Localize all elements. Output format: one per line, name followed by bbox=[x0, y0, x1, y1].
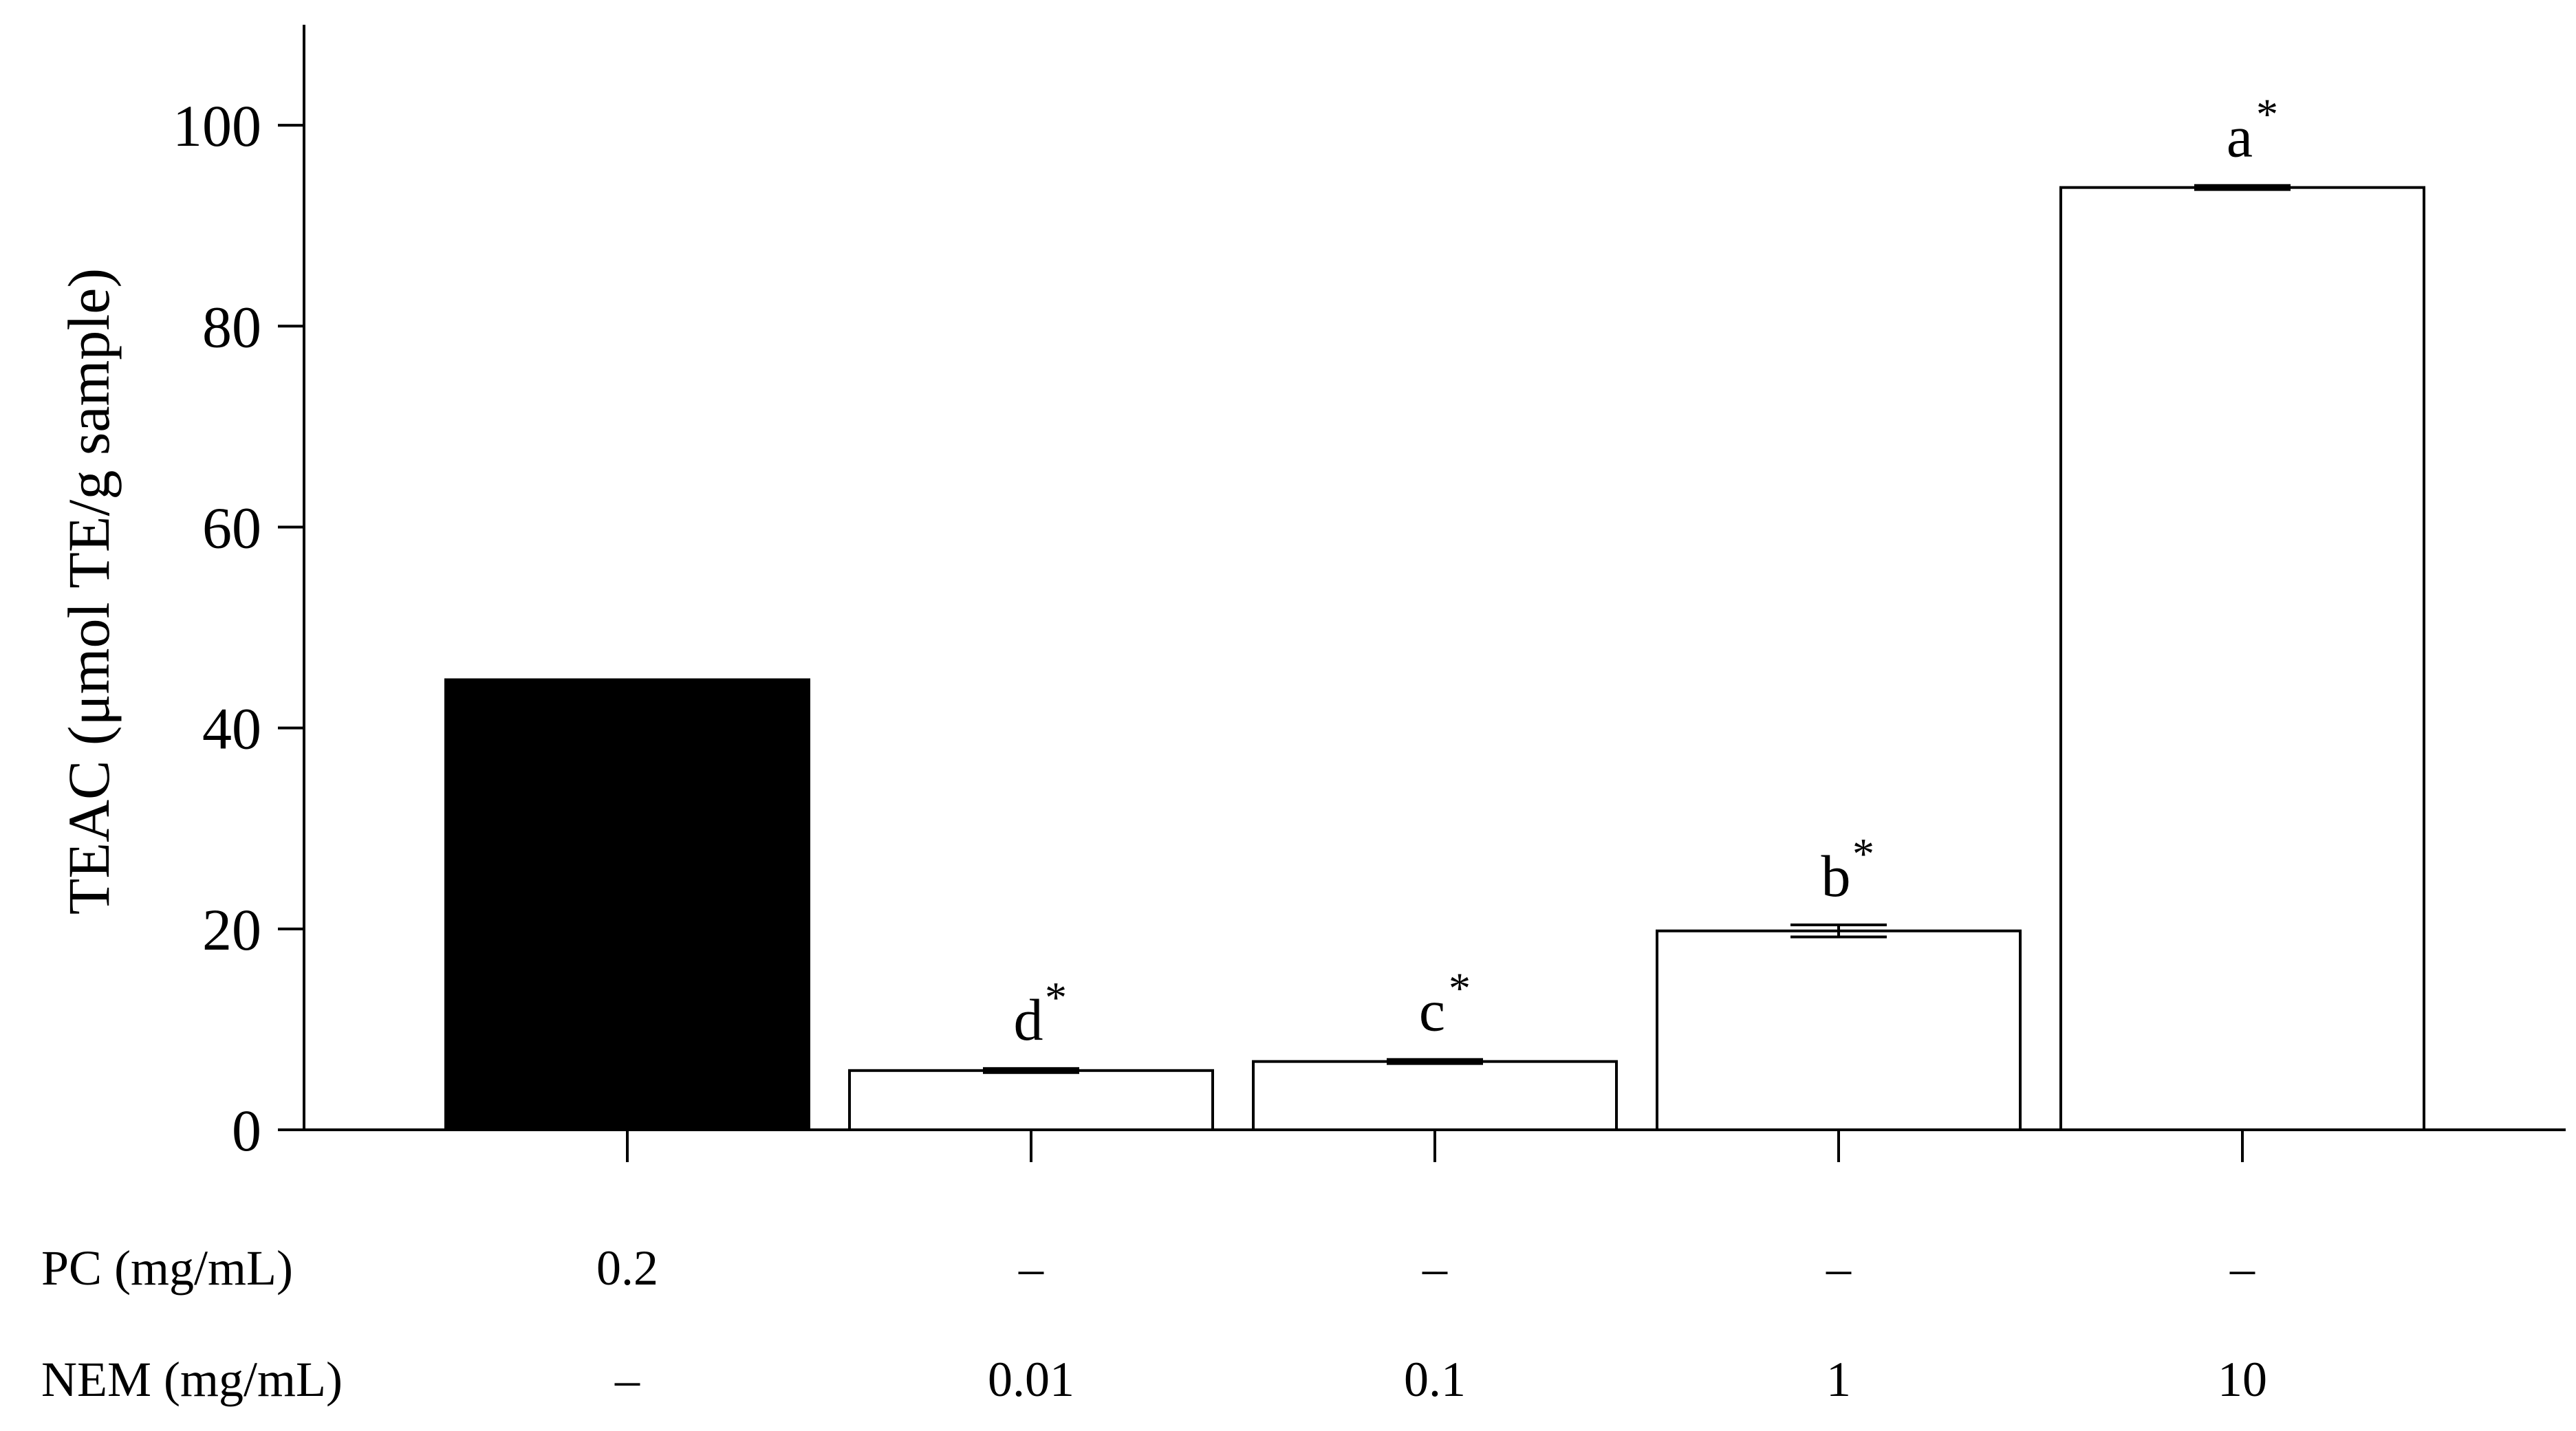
error-bars-layer bbox=[983, 184, 2291, 1074]
bar-labels-layer: d * c *b *a * bbox=[1014, 90, 2279, 1053]
table-cell-1-0: – bbox=[614, 1352, 640, 1407]
significance-asterisk-4: * bbox=[2256, 90, 2278, 139]
y-tick-label-3: 60 bbox=[202, 494, 261, 560]
table-cell-0-2: – bbox=[1422, 1241, 1448, 1296]
error-bar-1 bbox=[983, 1067, 1079, 1074]
y-tick-label-2: 40 bbox=[202, 696, 261, 762]
bar-1 bbox=[848, 1069, 1214, 1132]
table-row-label-0: PC (mg/mL) bbox=[41, 1241, 293, 1296]
y-tick-label-0: 0 bbox=[232, 1097, 261, 1164]
significance-letter-3: b bbox=[1821, 843, 1851, 909]
significance-letter-1: d bbox=[1014, 987, 1043, 1053]
significance-asterisk-2: * bbox=[1449, 964, 1471, 1013]
y-tick-label-4: 80 bbox=[202, 294, 261, 360]
bar-4 bbox=[2059, 186, 2425, 1132]
y-tick-label-1: 20 bbox=[202, 897, 261, 963]
significance-letter-2: c bbox=[1419, 978, 1445, 1044]
table-cell-1-2: 0.1 bbox=[1404, 1352, 1466, 1407]
bar-2 bbox=[1252, 1060, 1618, 1132]
table-cell-0-0: 0.2 bbox=[596, 1241, 658, 1296]
y-axis-title: TEAC (μmol TE/g sample) bbox=[56, 268, 122, 915]
significance-asterisk-3: * bbox=[1852, 829, 1874, 878]
error-bar-3 bbox=[1790, 923, 1887, 939]
error-bar-4 bbox=[2194, 184, 2291, 191]
table-cell-1-1: 0.01 bbox=[988, 1352, 1074, 1407]
axes-layer: 0 20 40 60 80 100 TEAC (μmol TE/g sample) bbox=[56, 25, 2566, 1164]
significance-asterisk-1: * bbox=[1045, 973, 1067, 1022]
significance-letter-4: a bbox=[2227, 104, 2253, 170]
table-cell-0-3: – bbox=[1826, 1241, 1852, 1296]
table-cell-0-1: – bbox=[1018, 1241, 1044, 1296]
y-tick-label-5: 100 bbox=[173, 93, 261, 159]
bar-3 bbox=[1656, 929, 2022, 1131]
table-cell-1-3: 1 bbox=[1826, 1352, 1851, 1407]
table-cell-1-4: 10 bbox=[2218, 1352, 2267, 1407]
bar-0 bbox=[444, 678, 810, 1131]
table-row-label-1: NEM (mg/mL) bbox=[41, 1352, 343, 1407]
condition-table: PC (mg/mL) 0.2 – – – – NEM (mg/mL) – 0.01 0.1 1 10 bbox=[41, 1241, 2267, 1407]
error-bar-2 bbox=[1387, 1058, 1483, 1065]
table-cell-0-4: – bbox=[2229, 1241, 2255, 1296]
